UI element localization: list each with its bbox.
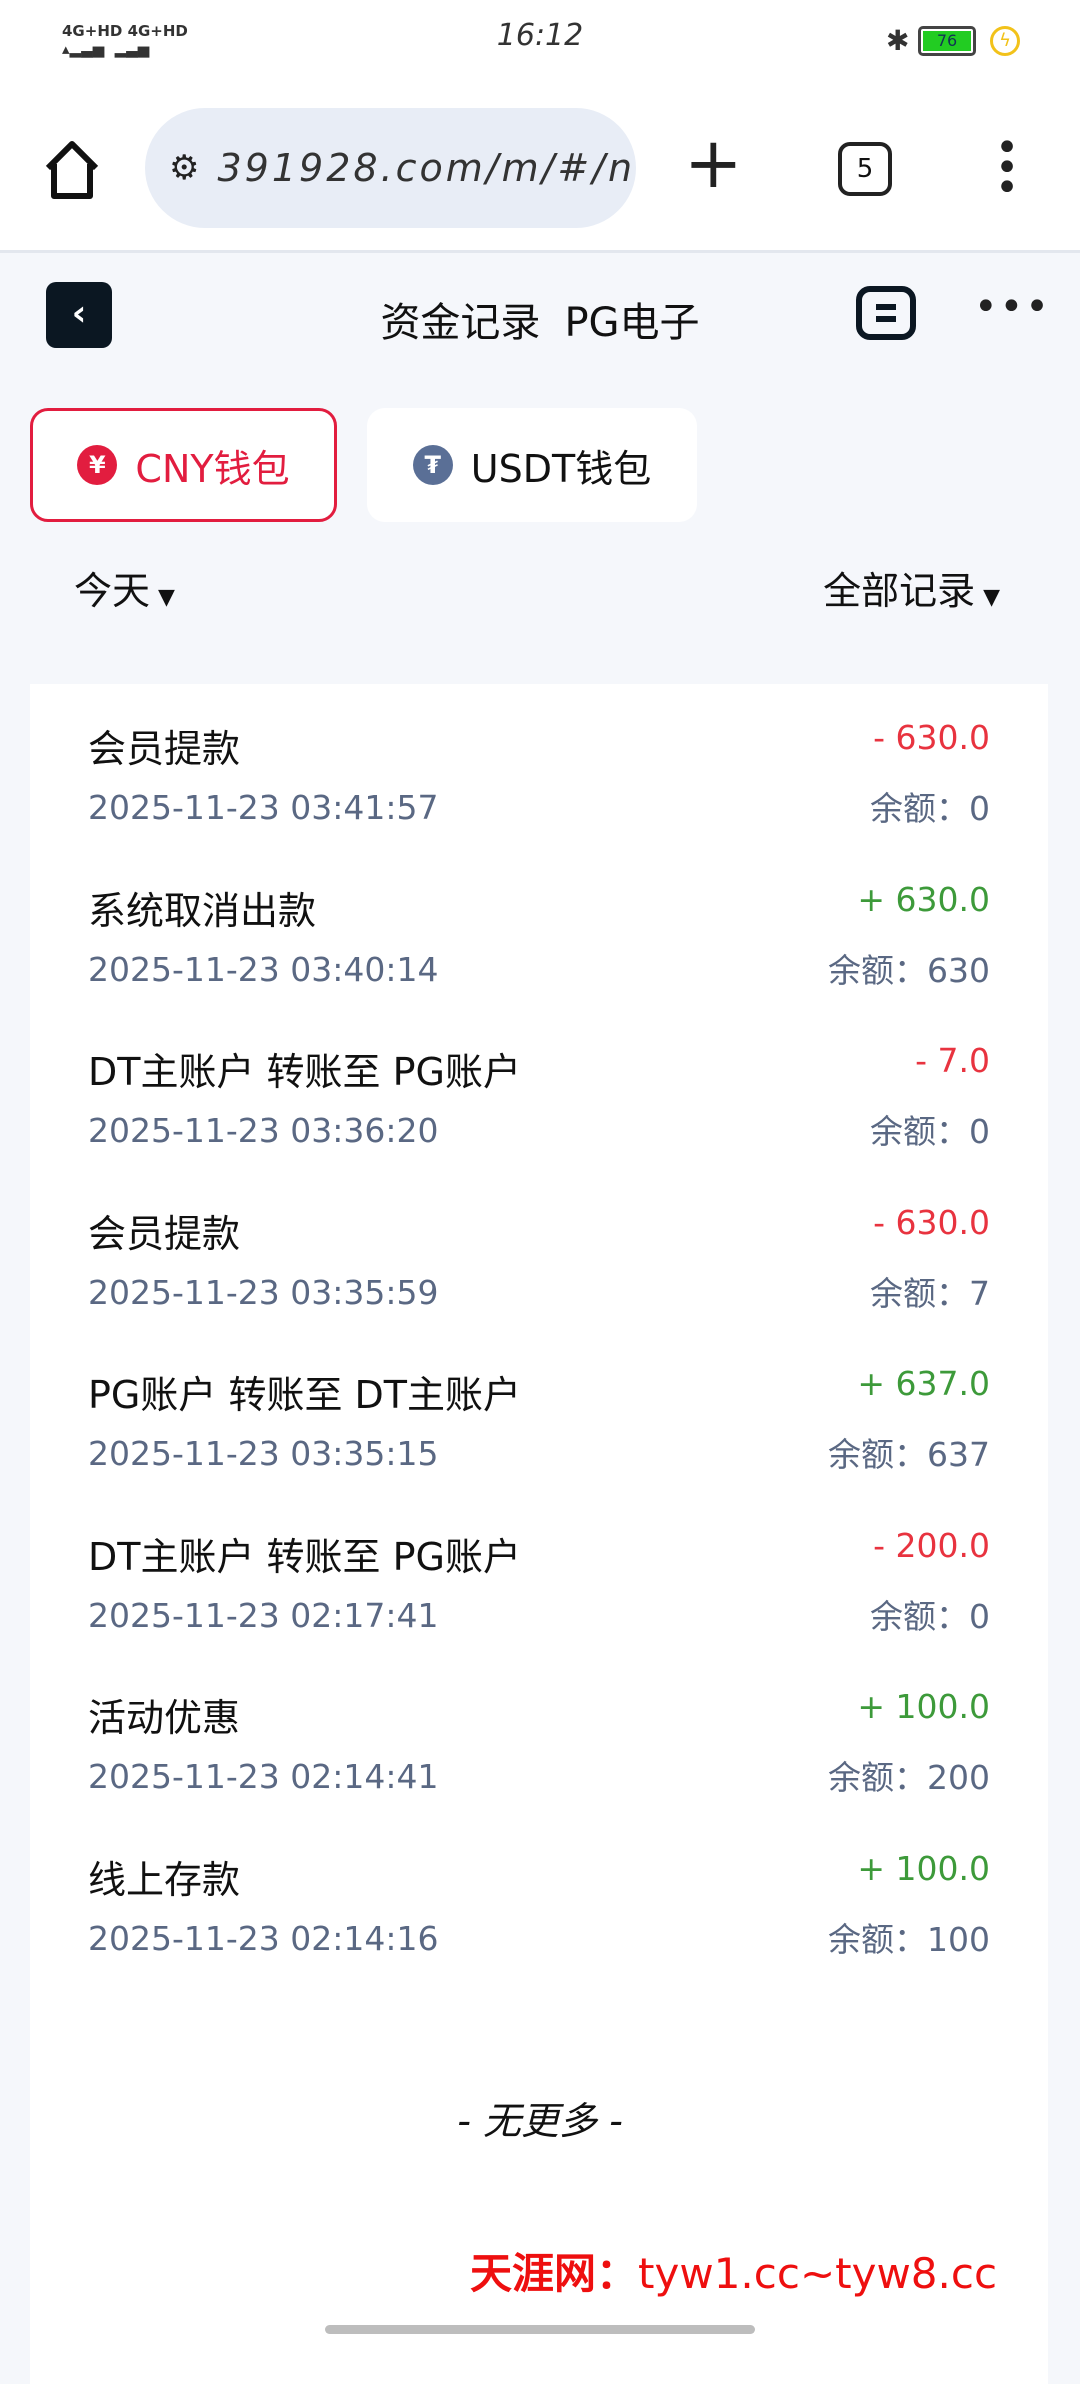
page-title-overlay: PG电子: [564, 300, 700, 346]
caret-down-icon: ▼: [983, 585, 1000, 610]
more-icon[interactable]: •••: [974, 284, 1051, 330]
record-title: DT主账户 转账至 PG账户: [88, 1050, 521, 1094]
record-balance: 余额：637: [828, 1435, 990, 1474]
record-row[interactable]: 线上存款 2025-11-23 02:14:16 + 100.0 余额：100: [30, 1823, 1048, 1984]
record-title: DT主账户 转账至 PG账户: [88, 1534, 521, 1579]
record-balance: 余额：100: [828, 1919, 990, 1959]
home-indicator[interactable]: [325, 2325, 755, 2334]
record-amount: - 7.0: [915, 1041, 990, 1080]
record-row[interactable]: 会员提款 2025-11-23 03:35:59 - 630.0 余额：7: [30, 1177, 1048, 1338]
record-time: 2025-11-23 03:40:14: [88, 949, 439, 989]
site-settings-icon[interactable]: ⚙: [169, 148, 200, 188]
browser-toolbar: ⚙ 391928.com/m/#/n + 5 • • •: [0, 100, 1080, 253]
page-title-main: 资金记录: [380, 300, 541, 346]
record-amount: - 630.0: [873, 1202, 990, 1242]
record-amount: + 100.0: [857, 1687, 990, 1726]
record-title: 线上存款: [88, 1857, 241, 1902]
record-time: 2025-11-23 02:17:41: [88, 1595, 439, 1635]
bluetooth-icon: ✱: [886, 24, 910, 57]
record-balance: 余额：200: [828, 1758, 990, 1797]
record-balance: 余额：0: [870, 789, 990, 828]
battery-icon: 76: [918, 26, 976, 56]
record-time: 2025-11-23 03:41:57: [88, 788, 439, 827]
page-header: ‹ 资金记录 PG电子 •••: [0, 256, 1080, 376]
record-title: 会员提款: [88, 1211, 241, 1256]
new-tab-button[interactable]: +: [684, 122, 743, 204]
record-amount: + 630.0: [857, 879, 990, 919]
charging-icon: ϟ: [990, 26, 1020, 56]
record-title: 活动优惠: [88, 1696, 241, 1740]
record-time: 2025-11-23 03:35:15: [88, 1434, 439, 1473]
clock: 16:12: [496, 18, 584, 53]
date-filter-dropdown[interactable]: 今天 ▼: [74, 569, 175, 613]
page-title: 资金记录 PG电子: [200, 290, 880, 348]
watermark: 天涯网：tyw1.cc~tyw8.cc: [470, 2249, 998, 2298]
record-amount: - 200.0: [873, 1525, 990, 1565]
record-balance: 余额：0: [870, 1112, 990, 1151]
record-row[interactable]: DT主账户 转账至 PG账户 2025-11-23 03:36:20 - 7.0…: [30, 1015, 1048, 1176]
record-time: 2025-11-23 02:14:41: [88, 1757, 439, 1796]
back-button[interactable]: ‹: [46, 282, 112, 348]
record-time: 2025-11-23 02:14:16: [88, 1918, 439, 1958]
record-amount: + 100.0: [857, 1848, 990, 1888]
record-balance: 余额：0: [870, 1596, 990, 1636]
record-row[interactable]: 会员提款 2025-11-23 03:41:57 - 630.0 余额：0: [30, 692, 1048, 853]
yuan-icon: ¥: [77, 445, 118, 485]
no-more-label: - 无更多 -: [457, 2099, 623, 2143]
home-icon[interactable]: [44, 140, 100, 200]
tab-switcher-button[interactable]: 5: [838, 142, 892, 196]
record-title: 会员提款: [88, 727, 241, 771]
record-amount: - 630.0: [873, 718, 990, 757]
record-title: 系统取消出款: [88, 888, 317, 933]
record-row[interactable]: 系统取消出款 2025-11-23 03:40:14 + 630.0 余额：63…: [30, 854, 1048, 1015]
type-filter-dropdown[interactable]: 全部记录 ▼: [823, 569, 1000, 613]
signal-icon: 4G+HD 4G+HD ▴▂▃▅ ▂▃▅: [62, 22, 188, 58]
chat-icon[interactable]: [856, 286, 916, 340]
browser-menu-icon[interactable]: • • •: [995, 125, 1019, 211]
record-amount: + 637.0: [857, 1364, 990, 1403]
status-bar: 4G+HD 4G+HD ▴▂▃▅ ▂▃▅ 16:12 ✱ 76 ϟ: [0, 0, 1080, 100]
record-time: 2025-11-23 03:35:59: [88, 1272, 439, 1312]
records-list: 会员提款 2025-11-23 03:41:57 - 630.0 余额：0 系统取…: [30, 684, 1048, 2384]
tab-cny-wallet[interactable]: ¥ CNY钱包: [30, 408, 337, 522]
record-time: 2025-11-23 03:36:20: [88, 1111, 439, 1150]
record-title: PG账户 转账至 DT主账户: [88, 1373, 521, 1417]
caret-down-icon: ▼: [158, 585, 175, 610]
address-bar[interactable]: ⚙ 391928.com/m/#/n: [145, 108, 636, 228]
record-row[interactable]: 活动优惠 2025-11-23 02:14:41 + 100.0 余额：200: [30, 1661, 1048, 1822]
record-balance: 余额：7: [870, 1273, 990, 1313]
tether-icon: ₮: [412, 445, 453, 485]
record-row[interactable]: PG账户 转账至 DT主账户 2025-11-23 03:35:15 + 637…: [30, 1338, 1048, 1499]
tab-usdt-wallet[interactable]: ₮ USDT钱包: [367, 408, 697, 522]
record-row[interactable]: DT主账户 转账至 PG账户 2025-11-23 02:17:41 - 200…: [30, 1500, 1048, 1661]
record-balance: 余额：630: [828, 950, 990, 990]
